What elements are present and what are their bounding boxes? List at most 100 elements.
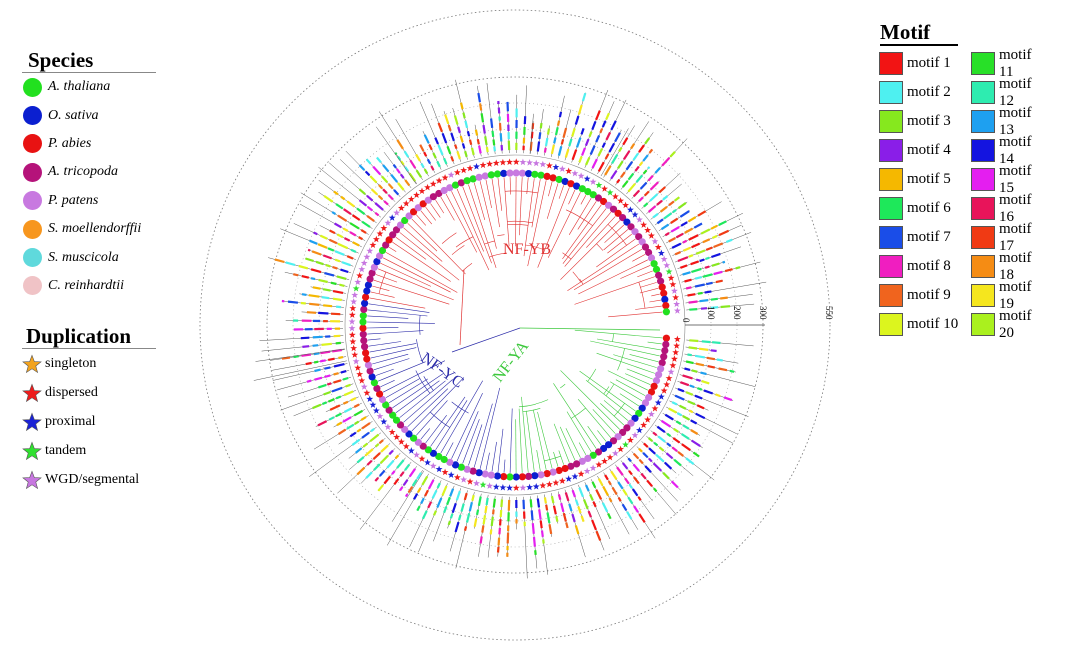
motif-segment — [670, 480, 679, 489]
motif-segment — [639, 181, 648, 190]
species-dot — [366, 367, 374, 375]
tree-branch — [600, 403, 625, 426]
motif-segment — [532, 536, 536, 547]
motif-segment — [634, 165, 640, 172]
species-dot — [573, 460, 581, 468]
duplication-star — [429, 180, 437, 187]
motif-segment — [605, 131, 612, 141]
duplication-star — [558, 477, 566, 484]
motif-segment — [354, 420, 360, 426]
duplication-star — [667, 274, 675, 281]
motif-segment — [476, 138, 480, 145]
duplication-legend-item-tandem: tandem — [22, 436, 156, 465]
motif-color-swatch — [971, 168, 995, 191]
duplication-star — [447, 171, 455, 178]
motif-segment — [420, 497, 425, 505]
motif-segment — [643, 442, 649, 448]
motif-segment — [548, 524, 553, 535]
duplication-star — [669, 280, 677, 288]
motif-segment — [560, 502, 565, 513]
motif-segment — [565, 522, 569, 529]
duplication-star — [473, 163, 480, 170]
duplication-star — [407, 447, 415, 454]
motif-segment — [473, 518, 478, 527]
tree-branch — [367, 315, 409, 319]
motif-segment — [638, 161, 644, 167]
species-dot — [361, 299, 369, 307]
motif-color-swatch — [971, 110, 995, 133]
motif-segment — [633, 476, 640, 485]
motif-segment — [451, 502, 457, 514]
duplication-star — [388, 428, 396, 436]
tree-branch — [553, 423, 570, 463]
duplication-star — [665, 268, 673, 275]
gene-line — [386, 473, 429, 546]
duplication-star — [429, 462, 437, 469]
tree-branch — [521, 396, 529, 473]
motif-segment — [595, 530, 602, 541]
motif-segment — [614, 132, 621, 143]
species-dot — [645, 393, 653, 402]
motif-segment — [409, 159, 417, 169]
motif-segment — [323, 304, 333, 308]
motif-segment — [345, 383, 351, 388]
tree-branch — [368, 341, 402, 347]
motif-segment — [687, 293, 696, 297]
motif-segment — [346, 200, 356, 208]
motif-segment — [499, 509, 503, 518]
species-dot — [385, 236, 393, 244]
motif-segment — [610, 170, 618, 180]
motif-segment — [577, 506, 582, 514]
tree-internal-arc — [497, 234, 505, 237]
motif-segment — [366, 194, 374, 202]
motif-label: motif 1 — [907, 55, 951, 71]
motif-segment — [675, 232, 684, 239]
species-dot — [481, 470, 489, 478]
tree-branch — [596, 238, 636, 268]
motif-segment — [407, 486, 414, 493]
duplication-star — [492, 159, 500, 166]
motif-segment — [662, 471, 670, 480]
motif-segment — [652, 462, 663, 472]
motif-segment — [694, 283, 705, 288]
motif-segment — [459, 135, 464, 143]
motif-segment — [711, 252, 721, 259]
motif-segment — [312, 403, 322, 410]
motif-segment — [350, 248, 357, 253]
species-dot — [500, 473, 508, 481]
tree-branch — [395, 236, 427, 260]
motif-segment — [327, 398, 335, 403]
tree-branch — [416, 214, 427, 226]
motif-segment — [442, 157, 448, 165]
duplication-star — [583, 467, 591, 475]
duplication-star — [636, 426, 643, 434]
species-dot — [512, 169, 520, 177]
species-dot — [424, 446, 432, 454]
motif-legend-item-motif-6: motif 6 — [879, 194, 958, 223]
motif-segment — [688, 346, 698, 350]
species-dot — [660, 353, 668, 361]
motif-segment — [638, 513, 646, 523]
motif-segment — [314, 368, 321, 373]
motif-segment — [314, 376, 323, 381]
motif-segment — [374, 477, 380, 482]
motif-segment — [374, 202, 384, 211]
duplication-star — [545, 162, 553, 169]
motif-segment — [690, 260, 699, 266]
motif-segment — [562, 127, 568, 138]
duplication-star — [372, 235, 380, 243]
motif-color-swatch — [971, 284, 995, 307]
motif-segment — [430, 165, 435, 171]
motif-label: motif 9 — [907, 287, 951, 303]
motif-segment — [718, 220, 727, 226]
motif-segment — [377, 484, 384, 492]
species-dot — [658, 283, 666, 291]
tree-internal-arc — [451, 245, 465, 255]
duplication-star — [654, 243, 662, 251]
motif-color-swatch — [971, 81, 995, 104]
duplication-star — [644, 226, 652, 234]
motif-segment — [649, 193, 659, 202]
duplication-star — [657, 249, 665, 257]
motif-segment — [436, 497, 443, 508]
tree-branch — [375, 274, 398, 283]
